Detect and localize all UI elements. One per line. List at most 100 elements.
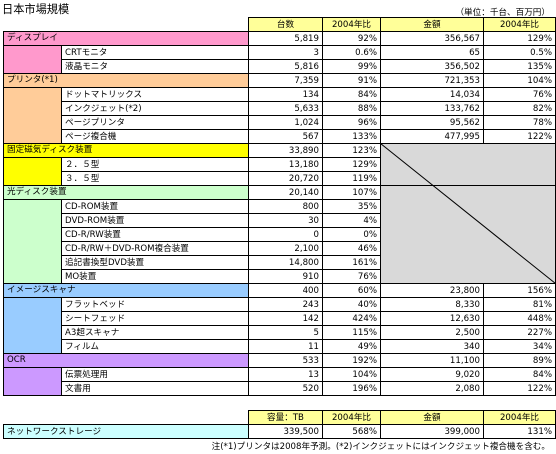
storage-header-row: 容量：TB 2004年比 金額 2004年比: [4, 410, 556, 425]
item-units-pct: 46%: [322, 241, 381, 256]
item-units-pct: 76%: [322, 269, 381, 284]
category-indent: [3, 367, 62, 396]
item-units-pct: 40%: [322, 297, 381, 312]
header-amount: 金額: [380, 17, 484, 32]
item-units: 13: [248, 367, 323, 382]
item-name: 文書用: [61, 381, 249, 396]
header-blank: [4, 18, 249, 32]
item-units-pct: 161%: [322, 255, 381, 270]
item-amount-pct: 227%: [483, 325, 556, 340]
item-units: 2,100: [248, 241, 323, 256]
storage-header-blank: [4, 411, 249, 425]
category-indent: [3, 199, 62, 284]
item-name: CD-R/RW装置: [61, 227, 249, 242]
category-row: 固定磁気ディスク装置 33,890 123%: [3, 143, 556, 186]
category-amount-na: [380, 185, 556, 284]
category-row: ディスプレイ 5,819 92% 356,567 129%: [3, 31, 556, 46]
storage-capacity: 339,500: [248, 424, 323, 439]
item-amount: 133,762: [380, 101, 484, 116]
item-units: 20,720: [248, 171, 323, 186]
item-amount-pct: 448%: [483, 311, 556, 326]
storage-row: ネットワークストレージ 339,500 568% 399,000 131%: [3, 424, 556, 439]
item-row: CD-R/RW装置 0 0%: [4, 227, 556, 242]
item-row: フィルム 11 49% 340 34%: [4, 339, 556, 354]
header-row: 台数 2004年比 金額 2004年比: [4, 17, 556, 32]
category-indent: [3, 157, 62, 186]
item-units-pct: 0%: [322, 227, 381, 242]
category-amount-pct: 104%: [483, 73, 556, 88]
item-name: インクジェット(*2): [61, 101, 249, 116]
item-name: DVD-ROM装置: [61, 213, 249, 228]
item-units: 11: [248, 339, 323, 354]
category-row: イメージスキャナ 400 60% 23,800 156%: [3, 283, 556, 298]
item-name: CRTモニタ: [61, 45, 249, 60]
category-name: イメージスキャナ: [3, 283, 249, 298]
header-amount-pct: 2004年比: [483, 17, 556, 32]
item-units: 243: [248, 297, 323, 312]
storage-amount-pct: 131%: [483, 424, 556, 439]
item-row: ページプリンタ 1,024 96% 95,562 78%: [4, 115, 556, 130]
category-amount: 356,567: [380, 31, 484, 46]
category-indent: [3, 45, 62, 74]
item-amount: 65: [380, 45, 484, 60]
item-units: 14,800: [248, 255, 323, 270]
item-row: 液晶モニタ 5,816 99% 356,502 135%: [4, 59, 556, 74]
market-size-table: 台数 2004年比 金額 2004年比 ディスプレイ 5,819 92% 356,567 129…: [3, 17, 556, 396]
item-name: CD-ROM装置: [61, 199, 249, 214]
category-row: プリンタ(*1) 7,359 91% 721,353 104%: [3, 73, 556, 88]
category-units: 5,819: [248, 31, 323, 46]
category-units-pct: 107%: [322, 185, 381, 200]
item-amount-pct: 78%: [483, 115, 556, 130]
category-indent: [3, 87, 62, 144]
storage-table: 容量：TB 2004年比 金額 2004年比 ネットワークストレージ 339,5…: [3, 410, 556, 439]
item-units: 30: [248, 213, 323, 228]
item-amount-pct: 84%: [483, 367, 556, 382]
item-amount-pct: 135%: [483, 59, 556, 74]
category-units-pct: 123%: [322, 143, 381, 158]
category-amount-na: [380, 143, 556, 186]
item-amount: 14,034: [380, 87, 484, 102]
item-name: 追記書換型DVD装置: [61, 255, 249, 270]
item-amount-pct: 122%: [483, 381, 556, 396]
item-units-pct: 129%: [322, 157, 381, 172]
item-units-pct: 84%: [322, 87, 381, 102]
item-amount-pct: 122%: [483, 129, 556, 144]
item-units-pct: 96%: [322, 115, 381, 130]
item-name: CD-R/RW＋DVD-ROM複合装置: [61, 241, 249, 256]
item-row: 伝票処理用 13 104% 9,020 84%: [3, 367, 556, 396]
storage-capacity-pct: 568%: [322, 424, 381, 439]
category-units: 20,140: [248, 185, 323, 200]
item-amount: 477,995: [380, 129, 484, 144]
category-name: OCR: [3, 353, 249, 368]
category-indent: [3, 297, 62, 354]
item-units-pct: 49%: [322, 339, 381, 354]
category-units: 533: [248, 353, 323, 368]
item-units-pct: 424%: [322, 311, 381, 326]
item-amount: 9,020: [380, 367, 484, 382]
storage-header-capacity-pct: 2004年比: [322, 410, 381, 425]
item-amount: 2,080: [380, 381, 484, 396]
item-units: 13,180: [248, 157, 323, 172]
item-units: 142: [248, 311, 323, 326]
item-units: 520: [248, 381, 323, 396]
category-units-pct: 192%: [322, 353, 381, 368]
item-units: 3: [248, 45, 323, 60]
storage-amount: 399,000: [380, 424, 484, 439]
category-units: 7,359: [248, 73, 323, 88]
category-name: ディスプレイ: [3, 31, 249, 46]
category-units-pct: 60%: [322, 283, 381, 298]
item-amount-pct: 34%: [483, 339, 556, 354]
item-row: CRTモニタ 3 0.6% 65 0.5%: [3, 45, 556, 74]
item-units: 5,633: [248, 101, 323, 116]
item-row: ２．５型 13,180 129%: [3, 157, 556, 186]
category-units-pct: 91%: [322, 73, 381, 88]
item-units-pct: 99%: [322, 59, 381, 74]
category-units-pct: 92%: [322, 31, 381, 46]
item-name: 液晶モニタ: [61, 59, 249, 74]
item-row: ページ複合機 567 133% 477,995 122%: [4, 129, 556, 144]
item-units: 0: [248, 227, 323, 242]
item-name: ドットマトリックス: [61, 87, 249, 102]
category-units: 400: [248, 283, 323, 298]
header-units-pct: 2004年比: [322, 17, 381, 32]
item-units-pct: 88%: [322, 101, 381, 116]
